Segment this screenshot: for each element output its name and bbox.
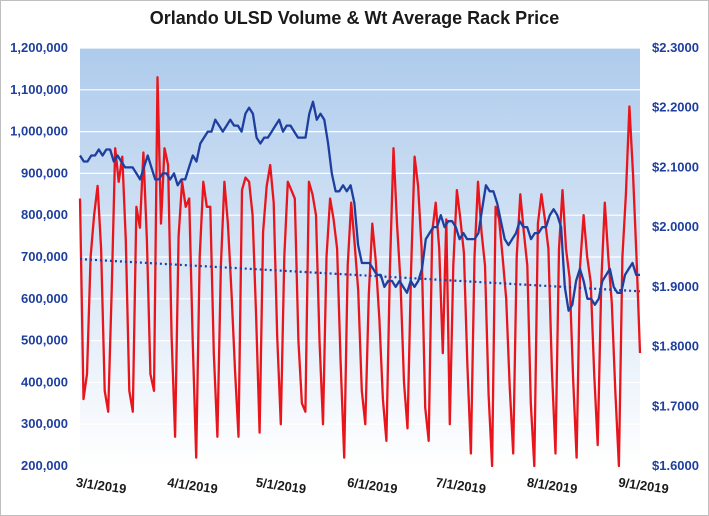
price-series-line xyxy=(79,100,640,312)
trend-line xyxy=(79,258,641,293)
y-right-tick-label: $1.7000 xyxy=(652,398,699,413)
x-tick-label: 5/1/2019 xyxy=(255,475,307,497)
series-layer xyxy=(78,76,642,468)
y-right-tick-label: $1.8000 xyxy=(652,339,699,354)
y-right-tick-label: $1.9000 xyxy=(652,279,699,294)
y-left-axis: 200,000 300,000 400,000 500,000 600,000 700,0… xyxy=(10,40,68,473)
y-left-tick-label: 700,000 xyxy=(21,249,68,264)
x-tick-label: 6/1/2019 xyxy=(346,475,398,497)
y-left-tick-label: 1,100,000 xyxy=(10,82,68,97)
y-right-axis: $1.6000 $1.7000 $1.8000 $1.9000 $2.0000 $2.10… xyxy=(652,40,699,473)
y-right-tick-label: $2.0000 xyxy=(652,219,699,234)
y-right-tick-label: $2.1000 xyxy=(652,159,699,174)
y-left-tick-label: 500,000 xyxy=(21,333,68,348)
y-left-tick-label: 1,200,000 xyxy=(10,40,68,55)
y-left-tick-label: 200,000 xyxy=(21,458,68,473)
volume-series-line xyxy=(78,76,642,468)
y-left-tick-label: 400,000 xyxy=(21,374,68,389)
x-axis: 3/1/2019 4/1/2019 5/1/2019 6/1/2019 7/1/2019… xyxy=(75,475,670,497)
y-left-tick-label: 900,000 xyxy=(21,165,68,180)
x-tick-label: 3/1/2019 xyxy=(75,475,127,497)
y-left-tick-label: 800,000 xyxy=(21,207,68,222)
y-right-tick-label: $1.6000 xyxy=(652,458,699,473)
chart-title: Orlando ULSD Volume & Wt Average Rack Pr… xyxy=(149,8,560,28)
y-left-tick-label: 600,000 xyxy=(21,291,68,306)
x-tick-label: 4/1/2019 xyxy=(167,475,219,497)
x-tick-label: 9/1/2019 xyxy=(617,475,669,497)
x-tick-label: 8/1/2019 xyxy=(526,475,578,497)
y-right-tick-label: $2.3000 xyxy=(652,40,699,55)
y-right-tick-label: $2.2000 xyxy=(652,100,699,115)
x-tick-label: 7/1/2019 xyxy=(435,475,487,497)
y-left-tick-label: 1,000,000 xyxy=(10,124,68,139)
y-left-tick-label: 300,000 xyxy=(21,416,68,431)
